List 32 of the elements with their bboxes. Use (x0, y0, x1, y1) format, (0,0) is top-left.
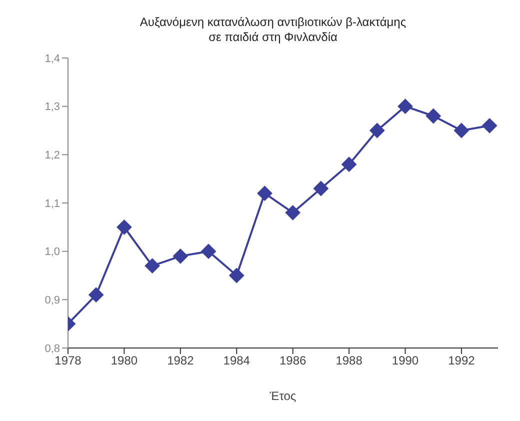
point (342, 156, 357, 172)
y-tick-label: 1,1 (44, 198, 60, 210)
point (144, 258, 160, 274)
y-tick-label: 1,4 (44, 52, 60, 65)
point (172, 248, 188, 264)
y-tick-label: 0,9 (44, 294, 60, 307)
x-tick-label: 1978 (54, 354, 82, 368)
point (229, 268, 244, 283)
x-tick-label: 1980 (110, 354, 138, 368)
point (313, 181, 328, 196)
point (285, 205, 300, 220)
y-tick-label: 1,3 (44, 101, 60, 114)
x-tick-label: 1992 (448, 354, 476, 368)
y-tick-label: 0,8 (44, 342, 60, 355)
point (370, 123, 385, 138)
point (454, 123, 469, 138)
point (426, 108, 441, 124)
x-axis-title: Έτος (268, 389, 296, 403)
x-tick-label: 1988 (336, 354, 363, 368)
chart-title: Αυξανόμενη κατανάλωση αντιβιοτικών β-λακτάμης σε παιδιά στη Φινλανδία (140, 15, 406, 44)
x-tick-label: 1990 (392, 354, 419, 368)
x-tick-label: 1982 (167, 354, 194, 368)
point (482, 118, 498, 134)
point (201, 244, 216, 259)
point (257, 186, 272, 201)
x-tick-label: 1984 (223, 354, 250, 368)
y-tick-label: 1,2 (44, 150, 60, 162)
point (398, 98, 413, 114)
point (88, 287, 104, 302)
x-tick-label: 1986 (279, 354, 307, 368)
y-tick-label: 1,0 (44, 246, 60, 258)
point (116, 220, 132, 235)
